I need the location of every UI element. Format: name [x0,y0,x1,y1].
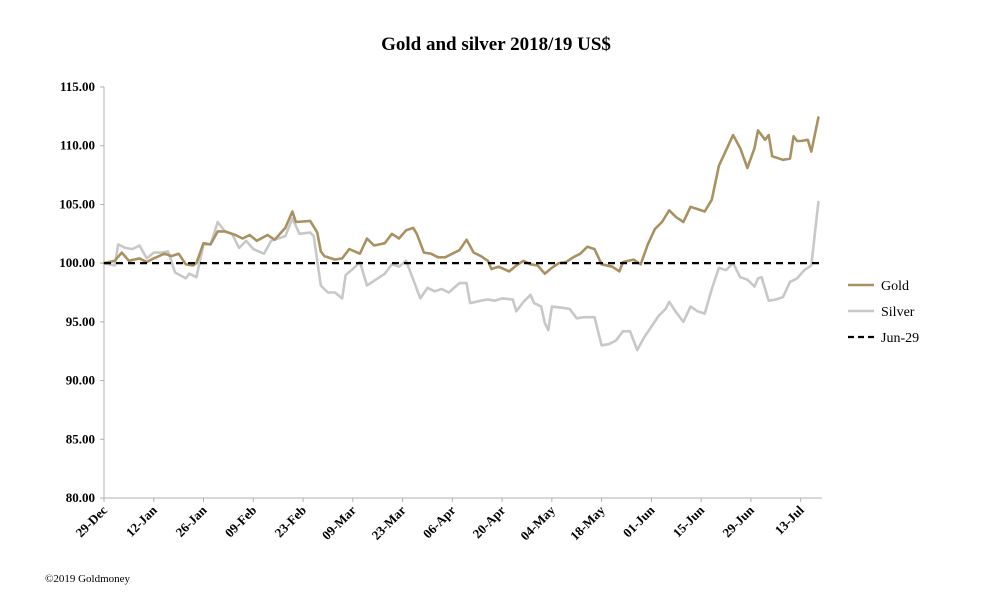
series-line-gold [102,116,820,276]
legend: Gold Silver Jun-29 [848,279,919,346]
x-tick-label: 13-Jul [772,502,807,537]
x-tick-label: 15-Jun [670,502,708,540]
y-tick-label: 105.00 [59,196,95,211]
copyright-credit: ©2019 Goldmoney [45,573,131,585]
x-tick-label: 06-Apr [420,502,459,541]
x-tick-label: 09-Feb [222,503,260,541]
y-tick-label: 100.00 [59,255,95,270]
x-tick-label: 29-Jun [719,502,757,540]
x-tick-label: 09-Mar [319,502,359,542]
series-line-silver [102,200,820,352]
x-tick-label: 18-May [567,502,608,543]
x-tick-label: 23-Feb [271,503,309,541]
x-tick-label: 04-May [517,502,558,543]
x-tick-label: 29-Dec [72,502,110,540]
x-tick-label: 26-Jan [172,502,210,540]
series-layer [102,116,822,352]
y-tick-label: 85.00 [66,431,95,446]
x-tick-label: 12-Jan [123,502,161,540]
chart-title: Gold and silver 2018/19 US$ [381,34,611,55]
legend-label: Gold [881,279,909,294]
y-tick-label: 115.00 [60,79,95,94]
legend-label: Silver [881,305,915,320]
x-axis: 29-Dec 12-Jan 26-Jan 09-Feb 23-Feb 09-Mar 23-M… [72,498,807,543]
x-tick-label: 23-Mar [368,502,408,542]
y-tick-label: 80.00 [66,490,95,505]
y-tick-label: 95.00 [66,314,95,329]
y-axis: 80.00 85.00 90.00 95.00 100.00 105.00 110.00 11… [59,79,104,505]
y-tick-label: 110.00 [60,138,95,153]
legend-label: Jun-29 [881,331,919,346]
x-tick-label: 01-Jun [620,502,658,540]
y-tick-label: 90.00 [66,373,95,388]
x-tick-label: 20-Apr [470,502,509,541]
